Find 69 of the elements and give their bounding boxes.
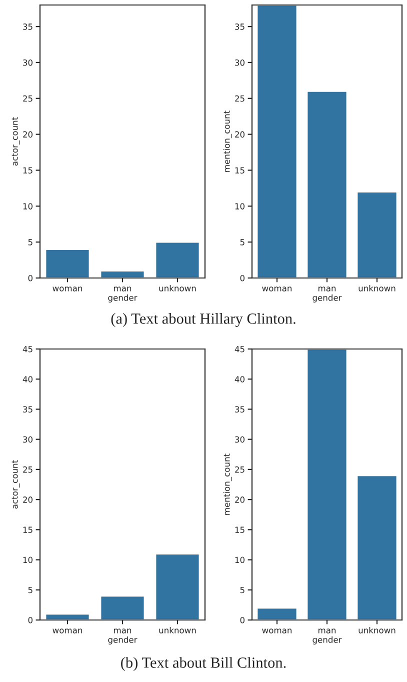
y-axis-title: mention_count (223, 454, 232, 515)
bar (256, 607, 298, 620)
bar (356, 191, 398, 278)
x-tick-label: woman (52, 286, 82, 292)
bar (356, 474, 398, 620)
y-tick-label: 15 (235, 526, 244, 533)
x-axis-title: gender (108, 636, 138, 644)
y-tick-label: 25 (235, 95, 244, 102)
y-tick-label: 20 (23, 496, 32, 503)
y-tick-label: 10 (23, 203, 32, 210)
y-tick-label: 0 (28, 616, 32, 624)
y-tick-label: 10 (235, 203, 244, 210)
x-axis-title: gender (312, 294, 342, 302)
bar (100, 270, 146, 278)
bar (154, 553, 200, 620)
y-tick-label: 0 (240, 616, 244, 624)
x-axis-title: gender (108, 294, 138, 302)
y-tick-label: 5 (240, 239, 244, 246)
y-axis-title: actor_count (12, 460, 20, 509)
y-tick-label: 10 (23, 556, 32, 564)
y-tick-label: 35 (235, 406, 244, 413)
x-tick-label: unknown (358, 626, 396, 634)
y-tick-label: 35 (23, 406, 32, 413)
y-tick-label: 20 (235, 496, 244, 503)
x-tick-label: unknown (159, 284, 196, 292)
y-tick-label: 5 (28, 586, 32, 594)
x-tick-label: woman (52, 628, 82, 634)
y-tick-label: 5 (28, 239, 32, 246)
x-tick-label: man (318, 628, 336, 634)
y-tick-label: 25 (23, 466, 32, 473)
y-tick-label: 0 (240, 274, 244, 282)
bar (44, 248, 90, 278)
y-tick-label: 45 (22, 346, 32, 352)
y-tick-label: 45 (234, 346, 244, 352)
y-tick-label: 15 (23, 526, 32, 533)
y-tick-label: 15 (235, 167, 244, 174)
y-tick-label: 40 (22, 376, 32, 382)
x-tick-label: man (114, 628, 132, 634)
y-tick-label: 35 (235, 24, 244, 30)
x-tick-label: unknown (358, 284, 396, 292)
y-tick-label: 30 (235, 436, 244, 443)
x-axis-title: gender (312, 636, 342, 644)
bar (306, 90, 348, 278)
x-tick-label: woman (262, 628, 292, 634)
y-tick-label: 20 (235, 131, 244, 138)
x-tick-label: woman (262, 286, 292, 292)
y-tick-label: 30 (23, 436, 32, 443)
y-tick-label: 30 (235, 59, 244, 66)
bar (100, 595, 146, 620)
y-tick-label: 40 (234, 376, 244, 382)
y-tick-label: 25 (23, 95, 32, 102)
y-tick-label: 10 (235, 556, 244, 564)
x-tick-label: unknown (159, 626, 196, 634)
bar (306, 349, 348, 620)
y-tick-label: 35 (23, 24, 32, 30)
text: (b) Text about Bill Clinton. (121, 657, 286, 671)
bar (154, 241, 200, 278)
y-axis-title: mention_count (223, 110, 232, 172)
bar (256, 5, 298, 278)
y-tick-label: 5 (240, 586, 244, 594)
x-tick-label: man (114, 286, 132, 292)
y-tick-label: 25 (235, 466, 244, 473)
y-tick-label: 30 (23, 59, 32, 66)
y-tick-label: 0 (28, 274, 32, 282)
y-axis-title: actor_count (12, 117, 20, 166)
y-tick-label: 20 (23, 131, 32, 138)
x-tick-label: man (318, 286, 336, 292)
y-tick-label: 15 (23, 167, 32, 174)
text: (a) Text about Hillary Clinton. (111, 313, 296, 327)
